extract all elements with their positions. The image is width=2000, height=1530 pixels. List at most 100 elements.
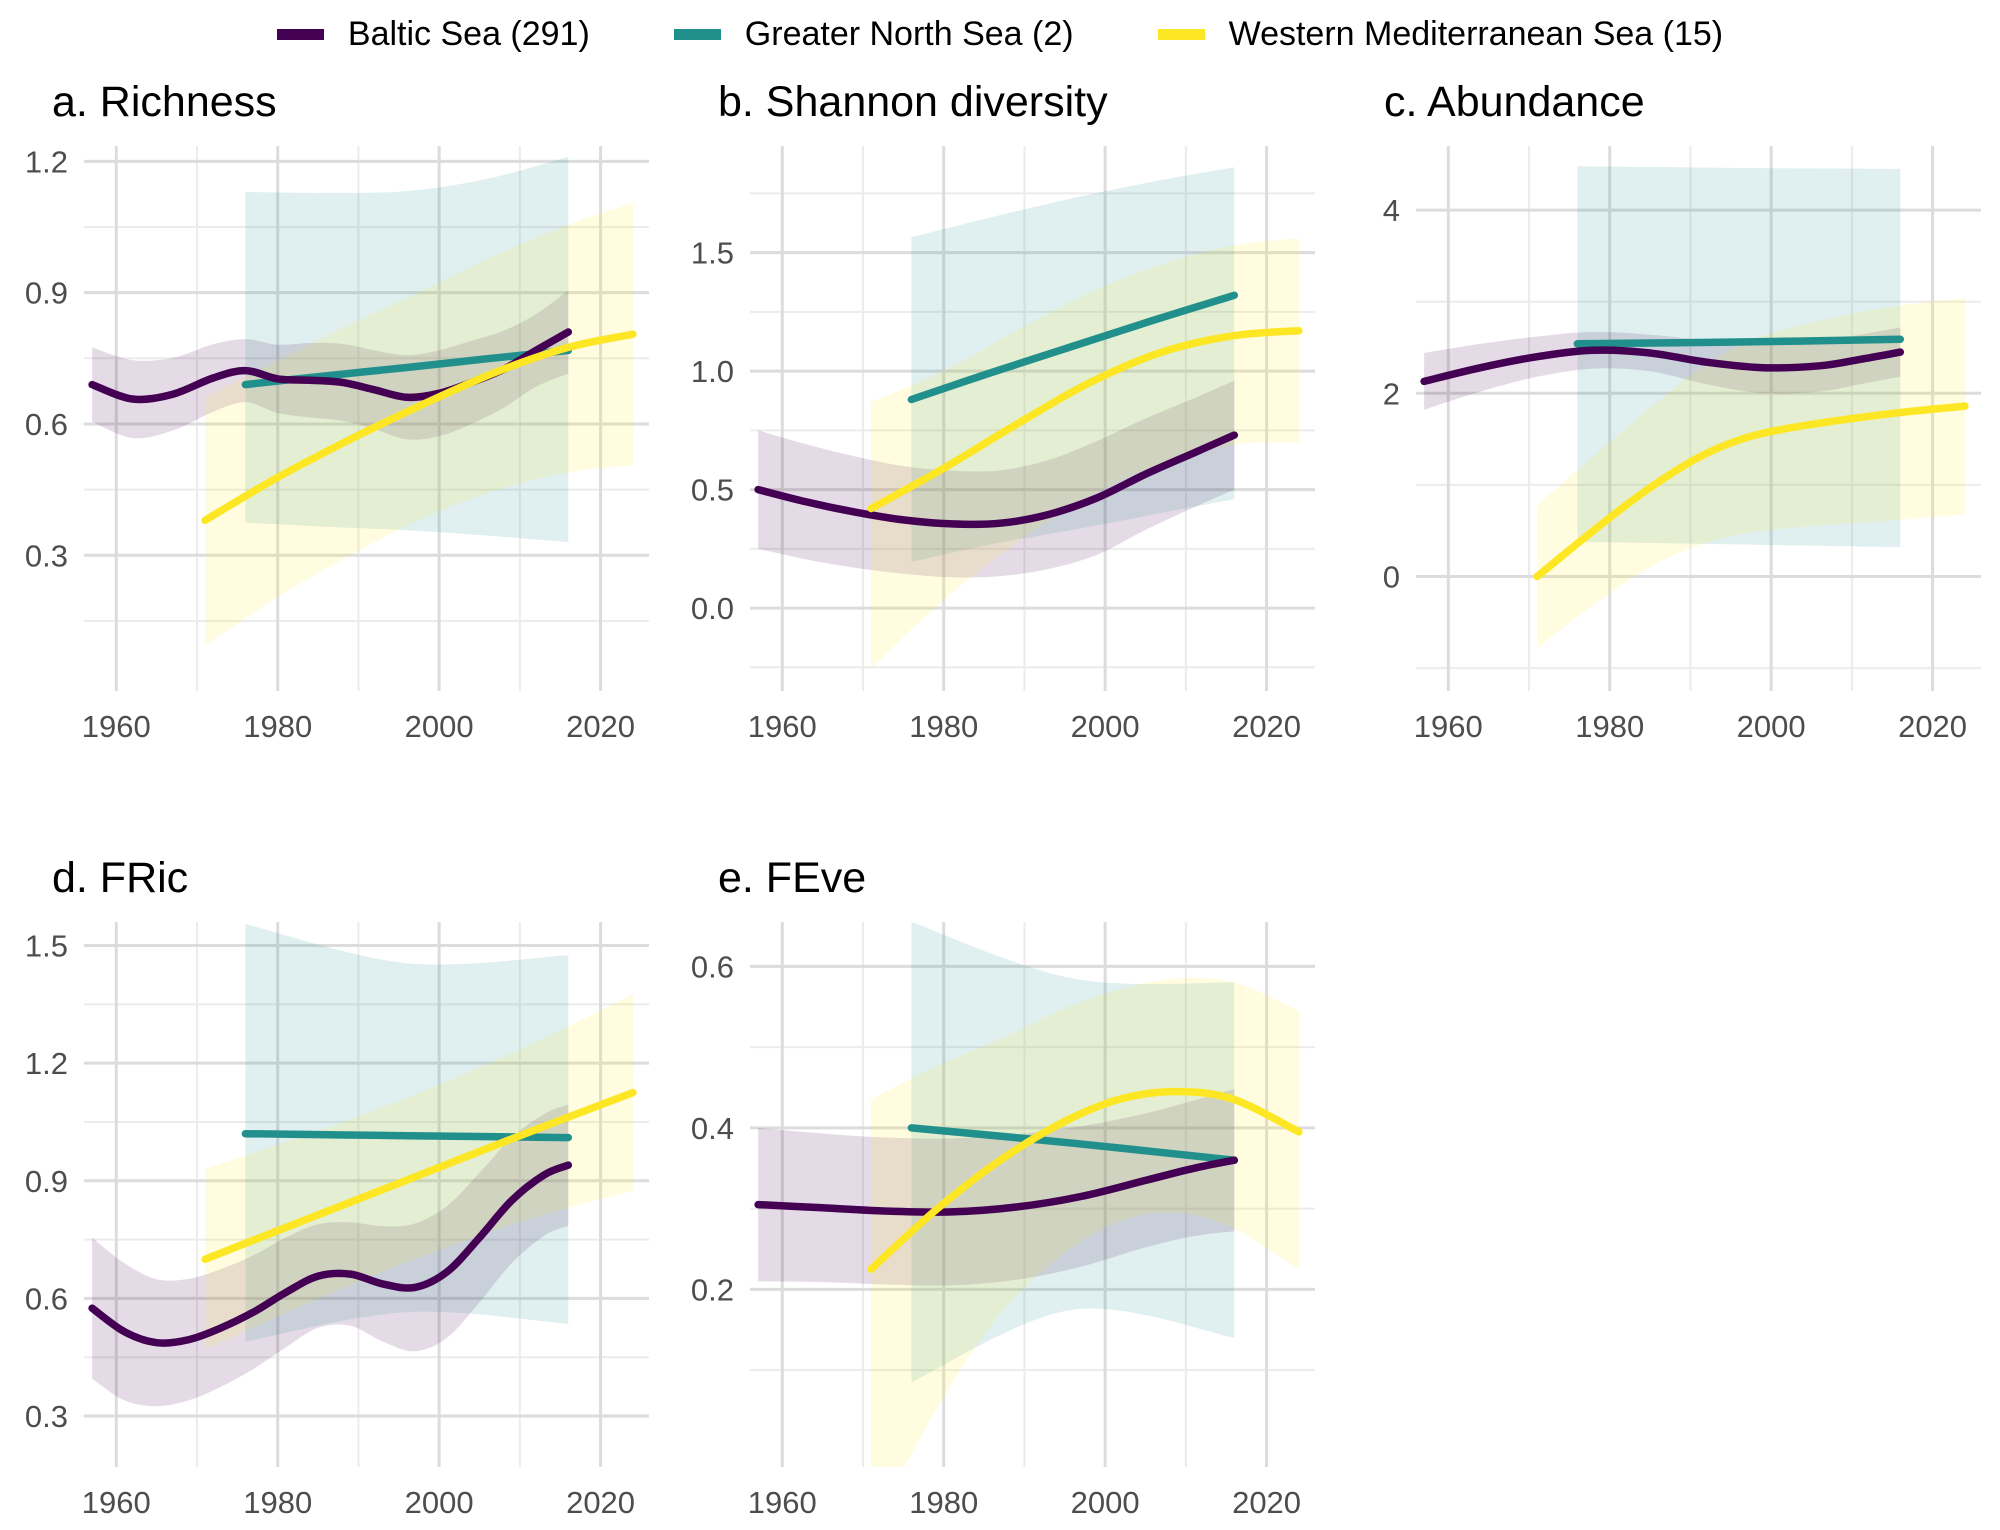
x-axis-tick-label: 1980 [243, 1485, 312, 1520]
y-axis-tick-label: 0 [1383, 560, 1400, 595]
confidence-ribbon-west_med [871, 977, 1299, 1467]
plot-area [754, 167, 1303, 669]
panel-empty-cell [1332, 836, 1998, 1530]
x-axis-tick-label: 2020 [1898, 709, 1967, 744]
confidence-ribbon-baltic [92, 290, 569, 440]
y-axis-tick-label: 0.3 [25, 538, 68, 573]
chart-canvas-richness: 0.3 0.6 0.9 1.2 1960 1980 2000 2020 [25, 144, 649, 744]
confidence-ribbon-west_med [205, 202, 633, 645]
x-axis-tick-label: 1960 [748, 709, 817, 744]
legend-label-greater-north-sea: Greater North Sea (2) [744, 14, 1074, 53]
x-axis-tick-label: 2000 [405, 709, 474, 744]
legend-item-greater-north-sea: Greater North Sea (2) [673, 14, 1074, 54]
x-axis-tick-label: 1960 [82, 1485, 151, 1520]
chart-canvas-shannon-diversity: 0.0 0.5 1.0 1.5 1960 1980 2000 2020 [691, 146, 1315, 744]
x-axis-tick-label: 1980 [909, 1485, 978, 1520]
x-axis-tick-label: 2000 [1071, 1485, 1140, 1520]
x-axis-tick-label: 2020 [1232, 1485, 1301, 1520]
x-axis-tick-label: 2000 [1737, 709, 1806, 744]
axis-labels: 0 2 4 1960 1980 2000 2020 [1383, 193, 1967, 744]
series-line-baltic [1420, 346, 1905, 386]
panel-title-feve: e. FEve [718, 854, 867, 902]
axis-labels: 0.3 0.6 0.9 1.2 1.5 1960 1980 2000 2020 [25, 929, 635, 1520]
y-axis-tick-label: 0.9 [25, 1164, 68, 1199]
y-axis-tick-label: 0.5 [691, 473, 734, 508]
series-line-west_med [867, 327, 1303, 513]
series-line-baltic [754, 431, 1239, 529]
x-axis-tick-label: 1960 [748, 1485, 817, 1520]
legend-item-western-mediterranean-sea: Western Mediterranean Sea (15) [1157, 14, 1724, 54]
plot-area [1420, 166, 1969, 648]
confidence-ribbon-baltic [758, 1089, 1235, 1286]
y-axis-tick-label: 0.9 [25, 276, 68, 311]
chart-canvas-fric: 0.3 0.6 0.9 1.2 1.5 1960 1980 2000 2020 [25, 922, 649, 1520]
legend-item-baltic-sea: Baltic Sea (291) [276, 14, 590, 54]
x-axis-tick-label: 2020 [1232, 709, 1301, 744]
series-line-north_sea [241, 1129, 573, 1142]
chart-canvas-feve: 0.2 0.4 0.6 1960 1980 2000 2020 [691, 922, 1315, 1520]
y-axis-tick-label: 2 [1383, 376, 1400, 411]
legend-swatch-baltic-sea-icon [276, 28, 324, 40]
plot-area [88, 156, 637, 645]
y-axis-tick-label: 0.2 [691, 1272, 734, 1307]
series-line-north_sea [907, 1124, 1239, 1164]
panel-title-richness: a. Richness [52, 78, 277, 126]
x-axis-tick-label: 1980 [909, 709, 978, 744]
y-axis-tick-label: 0.6 [691, 949, 734, 984]
chart-legend: Baltic Sea (291) Greater North Sea (2) W… [0, 8, 2000, 60]
legend-label-western-mediterranean-sea: Western Mediterranean Sea (15) [1228, 14, 1724, 53]
series-line-west_med [201, 1088, 637, 1263]
confidence-ribbon-baltic [1424, 327, 1901, 410]
y-axis-tick-label: 1.5 [25, 929, 68, 964]
y-axis-tick-label: 0.3 [25, 1399, 68, 1434]
x-axis-tick-label: 1980 [1575, 709, 1644, 744]
x-axis-tick-label: 2020 [566, 1485, 635, 1520]
panel-fric: d. FRic 0.3 0.6 0.9 1.2 1.5 1960 1980 2000 2020 [0, 836, 666, 1530]
plot-area [754, 922, 1303, 1467]
gridlines-major [1416, 146, 1981, 691]
legend-swatch-greater-north-sea-icon [673, 28, 721, 40]
y-axis-tick-label: 1.2 [25, 1046, 68, 1081]
y-axis-tick-label: 1.0 [691, 354, 734, 389]
confidence-ribbon-baltic [758, 380, 1235, 578]
x-axis-tick-label: 1960 [1414, 709, 1483, 744]
gridlines-minor [84, 146, 649, 691]
panel-title-fric: d. FRic [52, 854, 189, 902]
y-axis-tick-label: 0.6 [25, 407, 68, 442]
x-axis-tick-label: 1980 [243, 709, 312, 744]
legend-label-baltic-sea: Baltic Sea (291) [347, 14, 590, 53]
y-axis-tick-label: 0.6 [25, 1281, 68, 1316]
panel-grid: a. Richness 0.3 0.6 0.9 1.2 1960 1980 2000 2020… [0, 60, 2000, 1530]
legend-swatch-western-mediterranean-sea-icon [1157, 28, 1205, 40]
y-axis-tick-label: 1.2 [25, 144, 68, 179]
series-line-west_med [201, 330, 637, 525]
y-axis-tick-label: 1.5 [691, 236, 734, 271]
series-line-north_sea [907, 291, 1239, 404]
confidence-ribbon-north_sea [245, 156, 569, 543]
gridlines-minor [750, 146, 1315, 691]
x-axis-tick-label: 2000 [405, 1485, 474, 1520]
y-axis-tick-label: 0.4 [691, 1111, 734, 1146]
confidence-ribbon-north_sea [911, 167, 1235, 562]
y-axis-tick-label: 0.0 [691, 591, 734, 626]
gridlines-major [750, 146, 1315, 691]
gridlines-major [84, 922, 649, 1467]
panel-title-shannon-diversity: b. Shannon diversity [718, 78, 1108, 126]
series-line-west_med [1533, 402, 1969, 581]
series-line-baltic [754, 1156, 1239, 1216]
axis-labels: 0.0 0.5 1.0 1.5 1960 1980 2000 2020 [691, 236, 1301, 744]
x-axis-tick-label: 1960 [82, 709, 151, 744]
chart-canvas-abundance: 0 2 4 1960 1980 2000 2020 [1383, 146, 1981, 744]
confidence-ribbon-west_med [1537, 298, 1965, 648]
series-line-west_med [867, 1087, 1303, 1273]
axis-labels: 0.3 0.6 0.9 1.2 1960 1980 2000 2020 [25, 144, 635, 744]
gridlines-major [84, 146, 649, 691]
axis-labels: 0.2 0.4 0.6 1960 1980 2000 2020 [691, 949, 1301, 1520]
y-axis-tick-label: 4 [1383, 193, 1400, 228]
x-axis-tick-label: 2020 [566, 709, 635, 744]
panel-title-abundance: c. Abundance [1384, 78, 1645, 126]
series-line-north_sea [1573, 335, 1905, 348]
panel-shannon-diversity: b. Shannon diversity 0.0 0.5 1.0 1.5 1960 198… [666, 60, 1332, 772]
series-line-baltic [88, 1161, 573, 1347]
